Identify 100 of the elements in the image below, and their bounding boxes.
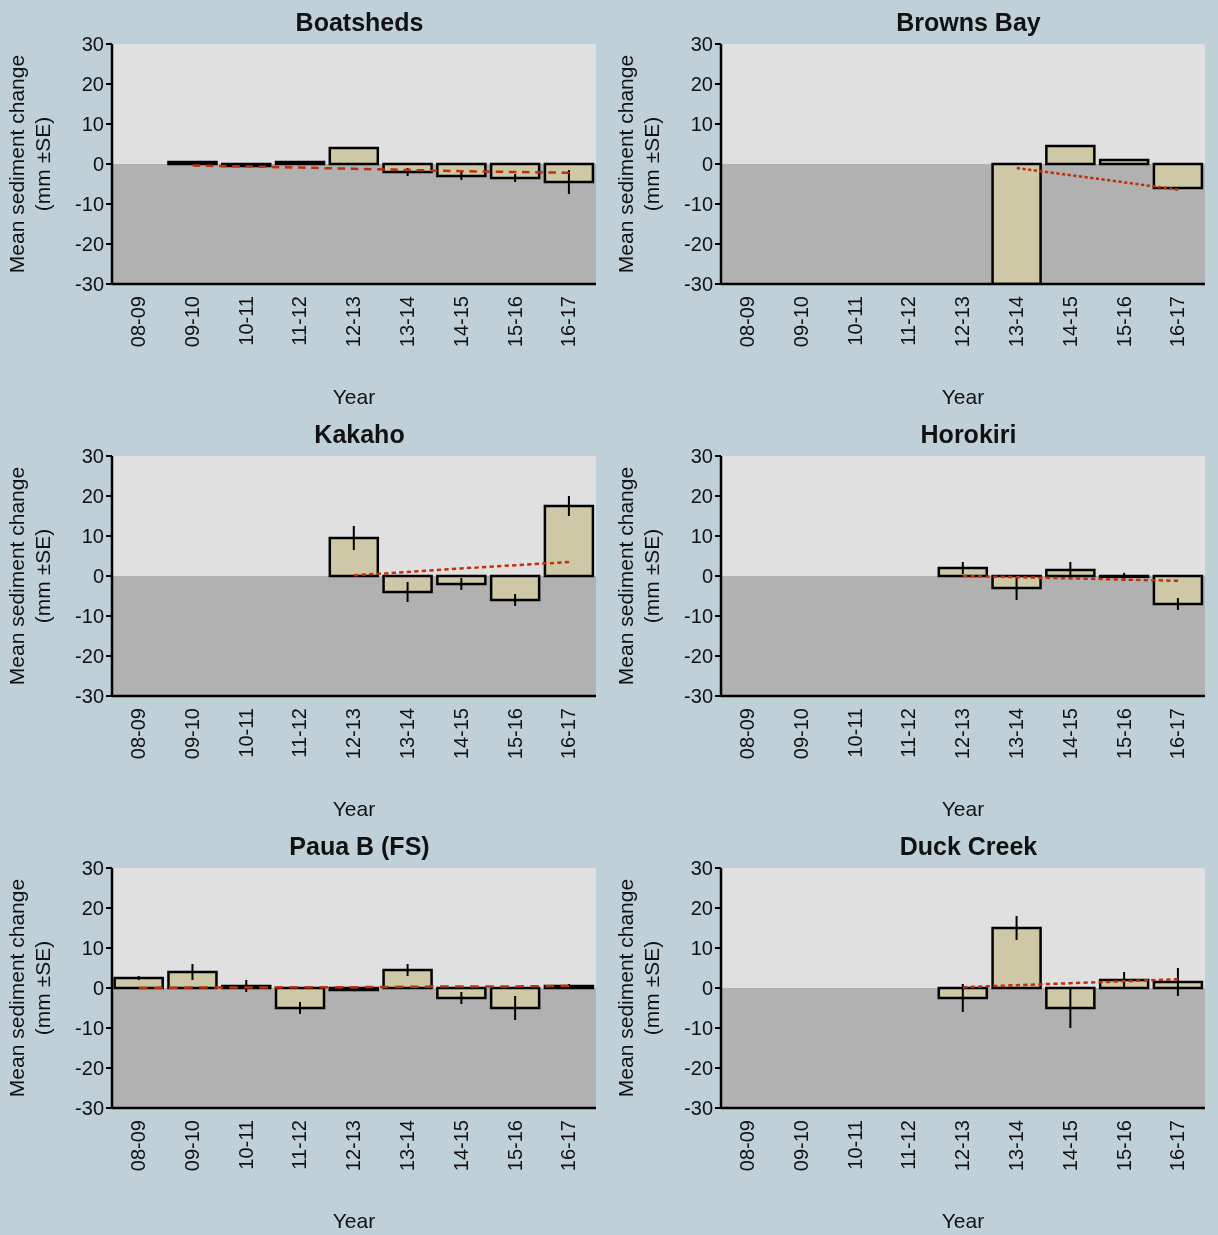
x-tick-label: 09-10 [789, 296, 812, 348]
x-tick-label: 12-13 [951, 708, 974, 760]
x-tick-label: 15-16 [1112, 1120, 1135, 1172]
x-axis-title: Year [332, 385, 376, 408]
x-tick-label: 09-10 [180, 296, 203, 348]
x-tick-label: 15-16 [503, 1120, 526, 1172]
x-axis-title: Year [332, 797, 376, 820]
y-tick-label: -30 [75, 273, 104, 296]
x-tick-label: 10-11 [234, 708, 257, 758]
x-tick-label: 08-09 [736, 296, 759, 348]
x-tick-label: 16-17 [1166, 1120, 1189, 1172]
y-tick-label: 0 [701, 565, 713, 588]
x-tick-label: 13-14 [395, 296, 418, 348]
x-tick-label: 12-13 [342, 296, 365, 348]
y-tick-label: -10 [684, 605, 713, 628]
y-tick-label: 30 [81, 33, 104, 56]
y-tick-label: 20 [81, 897, 104, 920]
x-tick-label: 14-15 [1058, 1120, 1081, 1172]
y-tick-label: -20 [684, 1057, 713, 1080]
y-tick-label: -20 [75, 233, 104, 256]
chart-title: Boatsheds [295, 8, 424, 36]
y-tick-label: -30 [684, 273, 713, 296]
x-axis-title: Year [941, 385, 985, 408]
y-tick-label: -10 [684, 1017, 713, 1040]
y-tick-label: 10 [690, 525, 713, 548]
y-axis-title: Mean sediment change (mm ±SE) [4, 54, 55, 274]
y-axis-title: Mean sediment change (mm ±SE) [613, 54, 664, 274]
x-tick-label: 16-17 [1166, 296, 1189, 348]
chart-title: Paua B (FS) [289, 832, 430, 860]
y-tick-label: 20 [690, 485, 713, 508]
y-tick-label: 0 [92, 153, 104, 176]
x-tick-label: 10-11 [843, 1120, 866, 1170]
y-tick-label: 10 [81, 113, 104, 136]
x-tick-label: 12-13 [951, 296, 974, 348]
x-tick-label: 14-15 [1058, 708, 1081, 760]
x-tick-label: 14-15 [449, 1120, 472, 1172]
y-tick-label: 0 [701, 977, 713, 1000]
y-tick-label: 10 [690, 113, 713, 136]
y-axis-title: Mean sediment change (mm ±SE) [613, 466, 664, 686]
y-tick-label: 0 [92, 565, 104, 588]
chart-title: Kakaho [314, 420, 405, 448]
y-tick-label: 10 [81, 525, 104, 548]
x-tick-label: 12-13 [342, 1120, 365, 1172]
y-tick-label: -20 [75, 645, 104, 668]
x-axis-title: Year [941, 1209, 985, 1232]
x-tick-label: 13-14 [1004, 708, 1027, 760]
y-tick-label: 0 [701, 153, 713, 176]
y-tick-label: 30 [81, 445, 104, 468]
x-tick-label: 14-15 [449, 296, 472, 348]
y-tick-label: -30 [684, 1097, 713, 1120]
y-tick-label: -10 [684, 193, 713, 216]
x-tick-label: 11-12 [288, 708, 311, 758]
x-tick-label: 08-09 [736, 708, 759, 760]
y-tick-label: 20 [690, 73, 713, 96]
y-tick-label: -20 [684, 233, 713, 256]
x-tick-label: 10-11 [234, 1120, 257, 1170]
y-tick-label: 30 [690, 445, 713, 468]
y-axis-title: Mean sediment change (mm ±SE) [613, 878, 664, 1098]
y-axis-title: Mean sediment change (mm ±SE) [4, 878, 55, 1098]
x-tick-label: 16-17 [1166, 708, 1189, 760]
x-axis-title: Year [332, 1209, 376, 1232]
x-tick-label: 08-09 [127, 708, 150, 760]
x-tick-label: 09-10 [789, 1120, 812, 1172]
x-tick-label: 09-10 [180, 708, 203, 760]
y-tick-label: 20 [81, 73, 104, 96]
x-tick-label: 16-17 [557, 296, 580, 348]
x-tick-label: 09-10 [789, 708, 812, 760]
x-tick-label: 08-09 [127, 1120, 150, 1172]
x-tick-label: 13-14 [395, 708, 418, 760]
x-tick-label: 13-14 [395, 1120, 418, 1172]
y-tick-label: 10 [690, 937, 713, 960]
x-tick-label: 16-17 [557, 1120, 580, 1172]
y-axis-title: Mean sediment change (mm ±SE) [4, 466, 55, 686]
x-tick-label: 14-15 [449, 708, 472, 760]
y-tick-label: 20 [81, 485, 104, 508]
x-tick-label: 12-13 [951, 1120, 974, 1172]
x-tick-label: 15-16 [503, 708, 526, 760]
x-axis-title: Year [941, 797, 985, 820]
x-tick-label: 13-14 [1004, 296, 1027, 348]
y-tick-label: -30 [684, 685, 713, 708]
x-tick-label: 09-10 [180, 1120, 203, 1172]
y-tick-label: -10 [75, 1017, 104, 1040]
x-tick-label: 10-11 [234, 296, 257, 346]
x-tick-label: 08-09 [736, 1120, 759, 1172]
x-tick-label: 10-11 [843, 296, 866, 346]
x-tick-label: 15-16 [1112, 296, 1135, 348]
x-tick-label: 10-11 [843, 708, 866, 758]
x-tick-label: 16-17 [557, 708, 580, 760]
x-tick-label: 11-12 [897, 1120, 920, 1170]
y-tick-label: 30 [690, 33, 713, 56]
x-tick-label: 11-12 [897, 296, 920, 346]
x-tick-label: 15-16 [503, 296, 526, 348]
y-tick-label: 30 [81, 857, 104, 880]
y-tick-label: 20 [690, 897, 713, 920]
x-tick-label: 14-15 [1058, 296, 1081, 348]
y-tick-label: -10 [75, 193, 104, 216]
y-tick-label: 10 [81, 937, 104, 960]
y-tick-label: 0 [92, 977, 104, 1000]
y-tick-label: 30 [690, 857, 713, 880]
x-tick-label: 13-14 [1004, 1120, 1027, 1172]
